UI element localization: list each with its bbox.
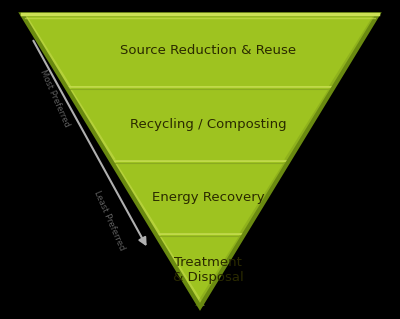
Polygon shape bbox=[111, 160, 289, 234]
Polygon shape bbox=[22, 14, 71, 87]
Text: Treatment
& Disposal: Treatment & Disposal bbox=[173, 256, 243, 284]
Polygon shape bbox=[66, 87, 116, 160]
Polygon shape bbox=[156, 234, 244, 307]
Text: Recycling / Composting: Recycling / Composting bbox=[130, 117, 286, 130]
Polygon shape bbox=[66, 87, 334, 160]
Text: Most Preferred: Most Preferred bbox=[38, 68, 71, 129]
Polygon shape bbox=[329, 14, 378, 87]
Polygon shape bbox=[240, 160, 289, 234]
Polygon shape bbox=[111, 160, 160, 234]
Text: Least Preferred: Least Preferred bbox=[92, 189, 126, 252]
Text: Source Reduction & Reuse: Source Reduction & Reuse bbox=[120, 44, 296, 57]
Polygon shape bbox=[156, 234, 205, 307]
Polygon shape bbox=[284, 87, 334, 160]
Polygon shape bbox=[195, 234, 244, 307]
Polygon shape bbox=[22, 14, 378, 87]
Text: Energy Recovery: Energy Recovery bbox=[152, 191, 264, 204]
